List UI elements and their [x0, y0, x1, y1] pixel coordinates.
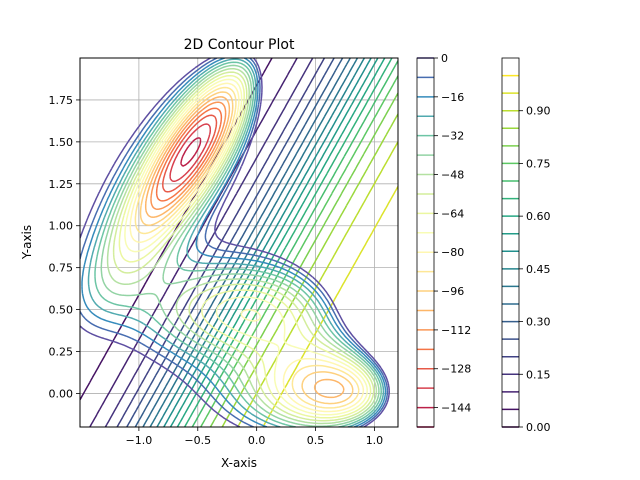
x-tick-label: 0.5: [307, 434, 325, 447]
potential-contour: [162, 114, 218, 193]
x-tick-label: −0.5: [184, 434, 211, 447]
x-tick-label: −1.0: [126, 434, 153, 447]
colorbar-tick-label: −96: [441, 285, 464, 298]
y-axis-label: Y-axis: [20, 225, 34, 260]
potential-contour: [150, 101, 227, 210]
colorbar-tick-label: 0.60: [526, 210, 551, 223]
colorbar-1: 0 −16 −32 −48 −64 −80 −96 −112 −128 −144: [416, 52, 471, 428]
potential-contour: [87, 58, 385, 427]
sigmoid-contour: [149, 58, 359, 427]
sigmoid-contour: [116, 58, 326, 427]
y-tick-label: 0.75: [49, 262, 74, 275]
potential-contour: [144, 96, 345, 399]
colorbar-tick-label: 0.00: [526, 421, 551, 434]
y-tick-label: 1.50: [49, 136, 74, 149]
potential-contour: [129, 82, 365, 413]
potential-contour: [169, 123, 212, 183]
colorbar-2: 0.00 0.15 0.30 0.45 0.60 0.75 0.90: [501, 57, 551, 434]
colorbar-tick-label: −48: [441, 169, 464, 182]
grid: [80, 58, 398, 427]
y-tick-label: 1.00: [49, 220, 74, 233]
y-tick-label: 1.75: [49, 94, 74, 107]
colorbar-tick-label: 0.75: [526, 157, 551, 170]
colorbar-tick-label: −32: [441, 130, 464, 143]
y-tick-label: 1.25: [49, 178, 74, 191]
x-tick-label: 0.0: [248, 434, 266, 447]
colorbar-tick-label: −112: [441, 324, 471, 337]
sigmoid-contour: [221, 113, 398, 427]
chart-title: 2D Contour Plot: [184, 37, 295, 53]
potential-contour: [124, 78, 368, 416]
colorbar-tick-label: 0.45: [526, 263, 551, 276]
sigmoid-contour: [156, 58, 365, 427]
sigmoid-contour: [209, 92, 398, 427]
colorbar-tick-label: −144: [441, 402, 471, 415]
axes: −1.0 −0.5 0.0 0.5 1.0 0.00 0.25 0.50 0.75 1.00 1.2…: [49, 94, 384, 447]
potential-contour: [134, 86, 360, 409]
potential-contour: [155, 107, 223, 202]
plot-frame: [79, 57, 399, 428]
colorbar-frame: [416, 57, 435, 428]
colorbars: 0−16−32−48−64−80−96−112−128−1440.000.150…: [416, 52, 551, 434]
colorbar-tick-label: 0.90: [526, 105, 551, 118]
potential-contour: [180, 137, 202, 167]
colorbar-tick-label: −80: [441, 246, 464, 259]
colorbar-tick-label: 0.15: [526, 368, 551, 381]
potential-contour: [139, 91, 354, 405]
y-tick-label: 0.25: [49, 346, 74, 359]
potential-contour: [118, 74, 372, 419]
potential-contour: [81, 58, 387, 427]
contour-lines: [80, 58, 398, 427]
y-tick-label: 0.50: [49, 304, 74, 317]
colorbar-tick-label: 0.30: [526, 316, 551, 329]
colorbar-tick-label: −16: [441, 91, 464, 104]
potential-contour: [106, 67, 378, 425]
potential-contour: [80, 58, 390, 427]
colorbar-tick-label: 0: [441, 52, 448, 65]
potential-contour: [80, 58, 389, 427]
potential-contour: [112, 71, 375, 422]
y-tick-label: 0.00: [49, 387, 74, 400]
colorbar-tick-label: −64: [441, 207, 464, 220]
colorbar-frame: [501, 57, 520, 428]
potential-contour: [100, 64, 380, 427]
colorbar-tick-label: −128: [441, 363, 471, 376]
x-axis-label: X-axis: [221, 456, 257, 470]
potential-contour: [94, 61, 382, 427]
x-tick-label: 1.0: [366, 434, 384, 447]
